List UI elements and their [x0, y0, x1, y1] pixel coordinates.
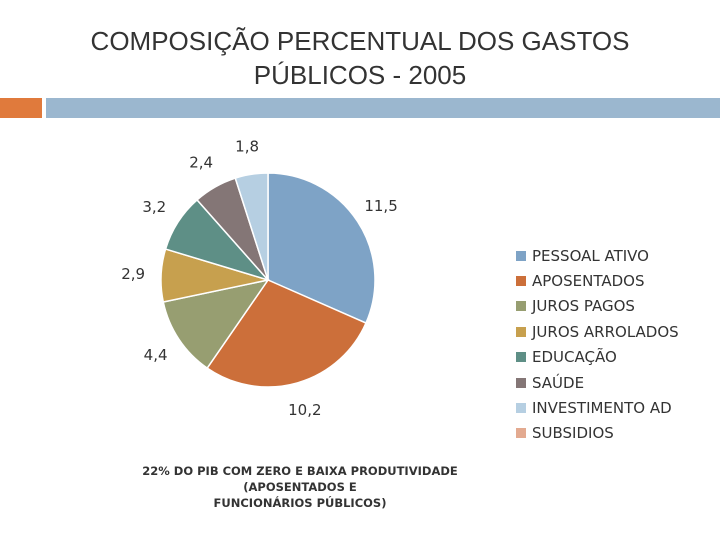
pie-label-educacao: 3,2: [142, 198, 166, 216]
pie-label-aposentados: 10,2: [288, 401, 321, 419]
legend-swatch: [516, 403, 526, 414]
legend-item-educacao: EDUCAÇÃO: [516, 345, 716, 370]
pie-label-pessoal-ativo: 11,5: [364, 197, 397, 215]
pie-slice-investimento-ad: [234, 172, 269, 281]
pie-labels: 11,5 10,2 4,4 2,9 3,2 2,4 1,8: [121, 138, 398, 419]
pie-slice-pessoal-ativo: [267, 172, 376, 325]
legend-swatch: [516, 428, 526, 439]
legend-item-saude: SAÚDE: [516, 370, 716, 395]
title-line-1: COMPOSIÇÃO PERCENTUAL DOS GASTOS: [90, 26, 630, 56]
legend-swatch: [516, 276, 526, 287]
legend-label: JUROS ARROLADOS: [532, 322, 679, 341]
pie-label-juros-arrolados: 2,9: [121, 265, 145, 283]
legend-label: APOSENTADOS: [532, 272, 645, 291]
legend-swatch: [516, 301, 526, 312]
legend-item-juros-pagos: JUROS PAGOS: [516, 294, 716, 319]
legend-label: INVESTIMENTO AD: [532, 399, 672, 418]
legend-item-juros-arrolados: JUROS ARROLADOS: [516, 319, 716, 344]
pie-slices: [160, 172, 376, 388]
legend-swatch: [516, 326, 526, 337]
pie-label-juros-pagos: 4,4: [144, 346, 168, 364]
legend-swatch: [516, 250, 526, 261]
legend-item-subsidios: SUBSIDIOS: [516, 421, 716, 446]
legend-item-aposentados: APOSENTADOS: [516, 268, 716, 293]
legend-item-pessoal-ativo: PESSOAL ATIVO: [516, 243, 716, 268]
footnote-line-1: 22% DO PIB COM ZERO E BAIXA PRODUTIVIDAD…: [142, 464, 458, 494]
footnote: 22% DO PIB COM ZERO E BAIXA PRODUTIVIDAD…: [90, 463, 510, 511]
footnote-line-2: FUNCIONÁRIOS PÚBLICOS): [213, 496, 387, 510]
header-band: [46, 98, 720, 118]
pie-label-investimento-ad: 1,8: [235, 138, 259, 156]
pie-slice-aposentados: [206, 279, 367, 388]
legend-swatch: [516, 352, 526, 363]
legend-item-investimento-ad: INVESTIMENTO AD: [516, 395, 716, 420]
pie-slice-juros-pagos: [162, 278, 270, 370]
accent-bar: [0, 98, 42, 118]
legend-label: PESSOAL ATIVO: [532, 246, 649, 265]
legend-swatch: [516, 377, 526, 388]
legend-label: JUROS PAGOS: [532, 297, 635, 316]
title-line-2: PÚBLICOS - 2005: [253, 60, 467, 90]
legend-label: SAÚDE: [532, 373, 585, 392]
chart-legend: PESSOAL ATIVO APOSENTADOS JUROS PAGOS JUROS…: [516, 243, 716, 446]
slide-title: COMPOSIÇÃO PERCENTUAL DOS GASTOS PÚBLICO…: [40, 24, 680, 92]
pie-label-saude: 2,4: [189, 154, 213, 172]
legend-label: EDUCAÇÃO: [532, 348, 617, 367]
legend-label: SUBSIDIOS: [532, 424, 614, 443]
